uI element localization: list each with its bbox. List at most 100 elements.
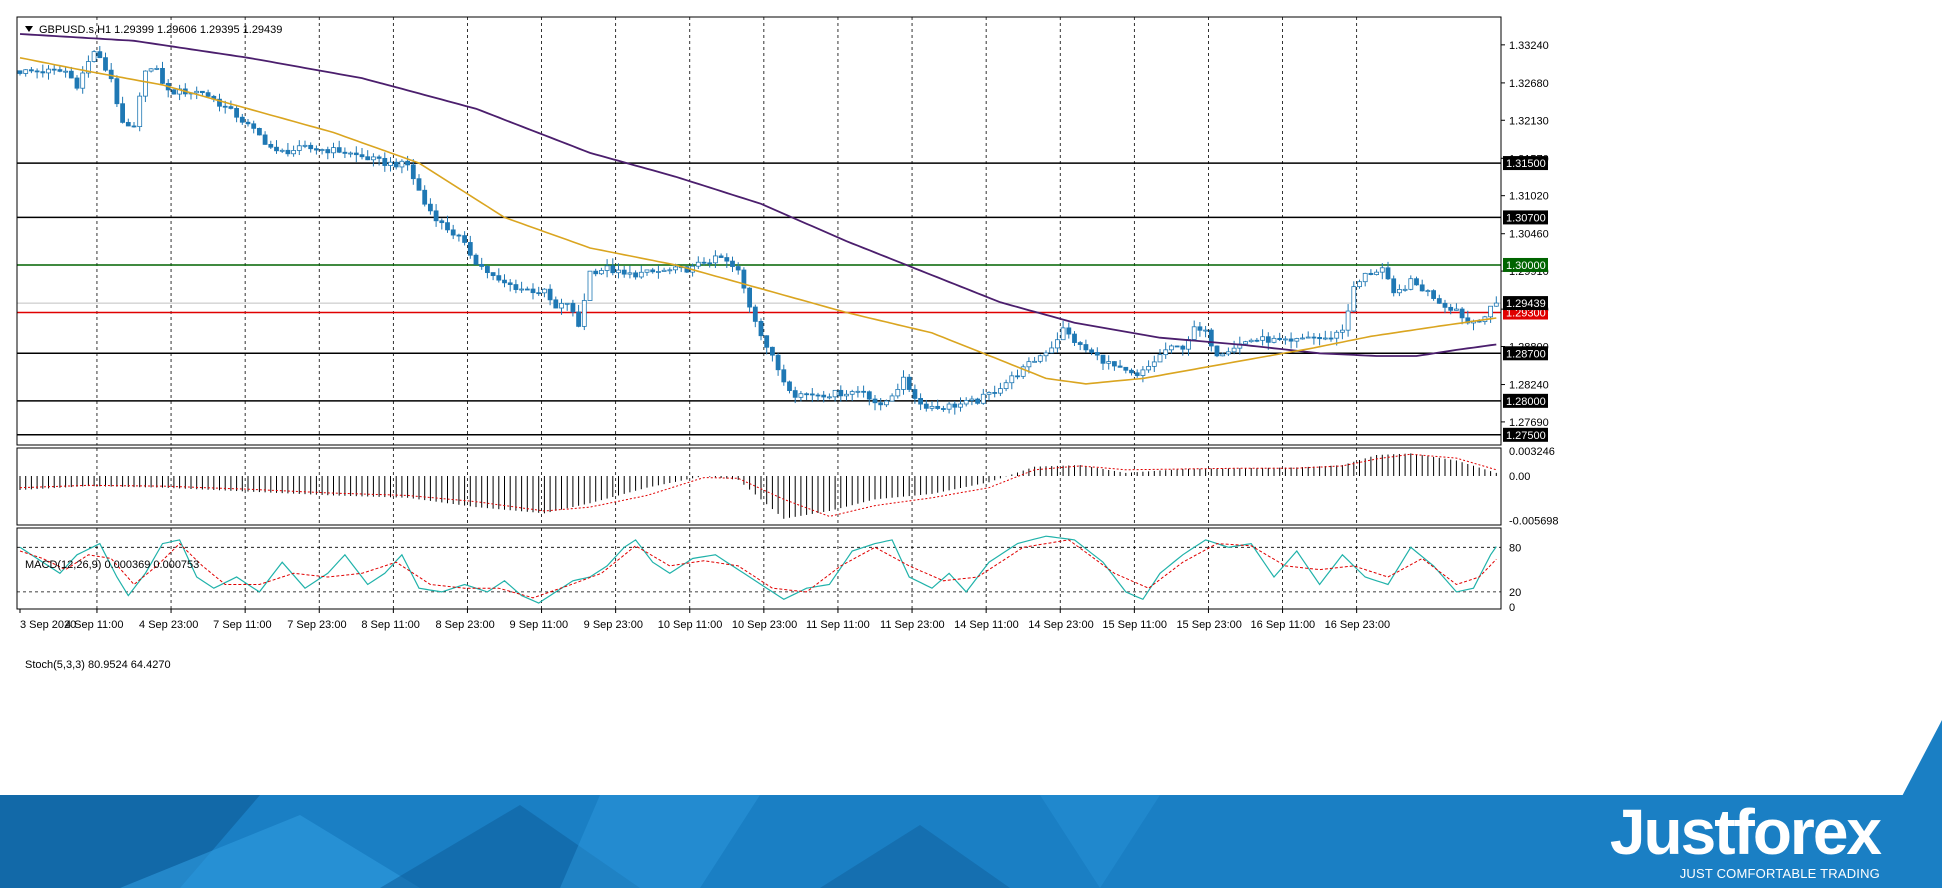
candle: [154, 65, 160, 71]
candle: [741, 267, 747, 294]
candle-body: [547, 288, 553, 301]
collapse-arrow-icon: [25, 26, 33, 32]
candles-layer: [17, 46, 1499, 415]
candle-body: [1345, 310, 1351, 331]
candle: [251, 120, 257, 134]
price-tick-label: 1.31020: [1509, 191, 1549, 203]
candle: [1055, 332, 1060, 353]
level-price-box: [1503, 346, 1548, 361]
candle-body: [1368, 272, 1374, 275]
candle: [861, 385, 866, 398]
candle: [1094, 347, 1100, 361]
candle: [1283, 336, 1288, 345]
candle-body: [1488, 305, 1493, 318]
candle: [450, 224, 456, 240]
candle: [103, 52, 108, 72]
candle-body: [325, 149, 331, 154]
candle-body: [23, 69, 29, 74]
price-tick-label: 1.32680: [1509, 78, 1549, 90]
candle-body: [1089, 349, 1094, 353]
candle: [986, 391, 992, 401]
level-price-box: [1503, 393, 1548, 408]
candle: [593, 268, 599, 277]
candle-body: [536, 292, 542, 295]
candle: [1112, 361, 1117, 371]
brand-banner: [0, 795, 1942, 888]
candle-body: [217, 98, 222, 107]
candle-body: [1277, 337, 1283, 340]
candle-body: [792, 390, 798, 398]
candle-body: [57, 69, 63, 72]
candle: [1459, 307, 1465, 325]
candle: [319, 148, 325, 155]
candle-body: [405, 160, 411, 166]
candle-body: [844, 393, 849, 397]
candle-body: [80, 72, 86, 89]
candle: [770, 346, 775, 362]
candle: [1402, 285, 1408, 292]
candle-body: [1163, 349, 1169, 356]
candle-body: [1174, 345, 1180, 348]
candle-body: [581, 300, 587, 327]
candle-body: [1157, 354, 1163, 363]
candle-body: [787, 381, 792, 391]
candle-body: [576, 311, 581, 327]
time-tick-label: 16 Sep 11:00: [1251, 619, 1316, 631]
candle: [1317, 333, 1322, 346]
candle-body: [1391, 278, 1397, 294]
stoch-signal-line: [19, 539, 1497, 599]
candle: [536, 286, 542, 296]
candle-body: [234, 108, 240, 118]
candle-body: [599, 270, 604, 275]
candle: [576, 304, 581, 328]
level-price-label: 1.30000: [1506, 260, 1546, 272]
candle-body: [935, 405, 941, 409]
candle: [838, 385, 844, 402]
candle-body: [34, 70, 40, 73]
candle-body: [616, 269, 621, 274]
time-tick-label: 10 Sep 23:00: [732, 619, 797, 631]
candle: [1015, 369, 1020, 380]
candle: [279, 148, 285, 154]
candle: [1089, 347, 1094, 356]
candle-body: [809, 393, 815, 396]
candle: [855, 386, 861, 398]
candle: [752, 304, 758, 328]
candle-body: [137, 95, 143, 128]
candle-body: [570, 302, 576, 313]
candle: [1077, 341, 1083, 351]
candle: [302, 140, 308, 149]
candle: [194, 86, 200, 100]
moving-averages: [19, 33, 1497, 385]
candle: [1197, 321, 1203, 337]
candle-body: [279, 149, 285, 152]
candle-body: [256, 127, 262, 136]
candle: [1169, 344, 1174, 354]
time-tick-label: 4 Sep 23:00: [139, 619, 198, 631]
candle: [274, 140, 279, 154]
candle-body: [530, 288, 536, 294]
candle-body: [1060, 327, 1066, 341]
candle-body: [1357, 281, 1362, 288]
time-tick-label: 15 Sep 23:00: [1176, 619, 1241, 631]
candle: [866, 390, 872, 406]
candle: [456, 233, 462, 242]
candle-body: [610, 265, 616, 274]
candle-body: [941, 408, 946, 410]
level-price-label: 1.29439: [1506, 298, 1546, 310]
candle: [1351, 281, 1357, 313]
candle-body: [1077, 342, 1083, 345]
candle: [1083, 339, 1089, 353]
candle: [217, 93, 222, 112]
candle-body: [735, 266, 741, 271]
candle: [730, 256, 735, 272]
candle: [781, 364, 787, 386]
candle-body: [656, 271, 661, 273]
candle-body: [268, 144, 274, 148]
candle-body: [1049, 347, 1055, 354]
candle: [1431, 289, 1436, 301]
stoch-main-line: [19, 535, 1497, 604]
candle-body: [376, 156, 382, 159]
candle: [1180, 344, 1186, 356]
